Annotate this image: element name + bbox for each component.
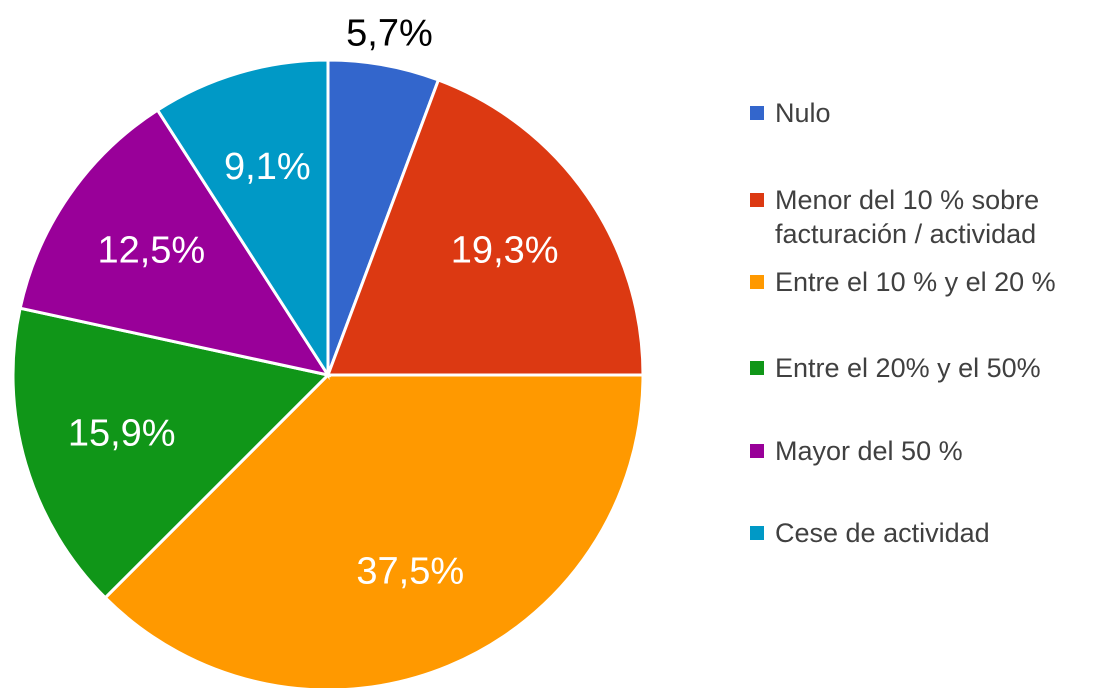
legend-swatch bbox=[750, 526, 764, 540]
legend-swatch bbox=[750, 193, 764, 207]
pie-chart: 5,7% 19,3% 37,5% 15,9% 12,5% 9,1% bbox=[11, 13, 645, 688]
legend-label: Mayor del 50 % bbox=[775, 436, 963, 466]
legend-label: Entre el 20% y el 50% bbox=[775, 353, 1041, 383]
legend-entry: Entre el 10 % y el 20 % bbox=[750, 265, 1110, 299]
pie-slice bbox=[103, 373, 645, 688]
legend-swatch bbox=[750, 275, 764, 289]
data-label: 19,3% bbox=[451, 230, 559, 272]
data-label: 5,7% bbox=[346, 13, 433, 55]
legend-entry: Nulo bbox=[750, 96, 1110, 130]
pie-slice bbox=[18, 108, 332, 378]
legend-label: Entre el 10 % y el 20 % bbox=[775, 267, 1056, 297]
legend-label: Cese de actividad bbox=[775, 518, 990, 548]
legend-entry: Menor del 10 % sobre facturación / activ… bbox=[750, 183, 1110, 251]
legend-entry: Cese de actividad bbox=[750, 516, 1110, 550]
legend-entry: Entre el 20% y el 50% bbox=[750, 351, 1110, 385]
legend-label: Menor del 10 % sobre facturación / activ… bbox=[775, 185, 1040, 249]
data-label: 9,1% bbox=[224, 146, 311, 188]
legend-swatch bbox=[750, 361, 764, 375]
legend-label: Nulo bbox=[775, 98, 831, 128]
legend-swatch bbox=[750, 444, 764, 458]
pie-slice bbox=[325, 78, 645, 377]
pie-slice bbox=[155, 58, 330, 381]
legend-entry: Mayor del 50 % bbox=[750, 434, 1110, 468]
data-label: 37,5% bbox=[356, 551, 464, 593]
legend-swatch bbox=[750, 106, 764, 120]
pie-slice bbox=[11, 306, 332, 600]
data-label: 12,5% bbox=[97, 230, 205, 272]
data-label: 15,9% bbox=[68, 413, 176, 455]
